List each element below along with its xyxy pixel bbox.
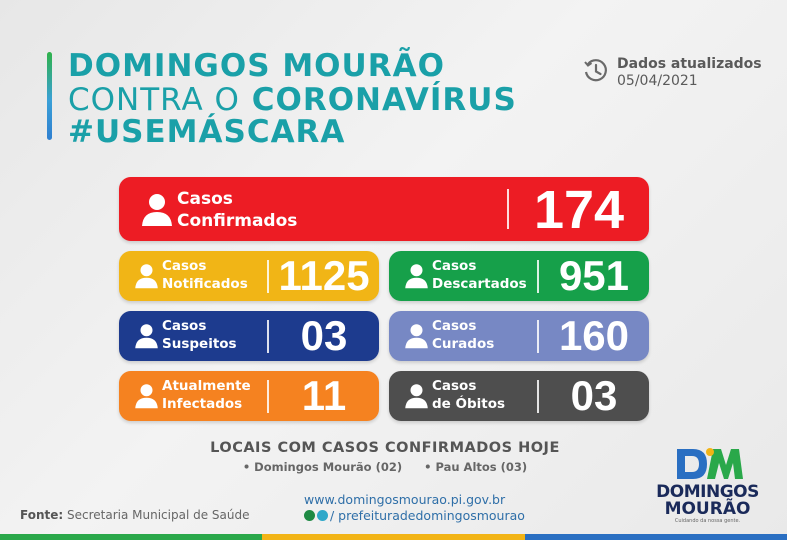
card-divider <box>267 320 269 353</box>
card-casos-notificados: Casos Notificados 1125 <box>119 251 379 301</box>
card-divider <box>537 260 539 293</box>
card-value: 11 <box>301 372 347 419</box>
header-accent-bar <box>47 52 52 140</box>
person-icon <box>405 384 428 409</box>
person-icon <box>405 324 428 349</box>
facebook-icon <box>304 510 315 521</box>
header-title-line2-thin: CONTRA O <box>68 82 240 118</box>
instagram-icon <box>317 510 328 521</box>
person-icon <box>135 384 158 409</box>
locais-item: • Domingos Mourão (02) <box>242 460 403 474</box>
card-divider <box>267 260 269 293</box>
social-handle[interactable]: / prefeituradedomingosmourao <box>304 508 525 523</box>
update-date: 05/04/2021 <box>617 73 698 89</box>
person-icon <box>142 194 172 226</box>
card-label: Casos Confirmados <box>177 189 298 232</box>
card-label: Casos Descartados <box>432 258 527 292</box>
update-label: Dados atualizados <box>617 56 762 72</box>
card-divider <box>267 380 269 413</box>
card-atualmente-infectados: Atualmente Infectados 11 <box>119 371 379 421</box>
locais-title: LOCAIS COM CASOS CONFIRMADOS HOJE <box>210 440 560 456</box>
person-icon <box>135 324 158 349</box>
website-link[interactable]: www.domingosmourao.pi.gov.br <box>304 492 506 507</box>
person-icon <box>135 264 158 289</box>
logo-text-line2: MOURÃO <box>664 499 751 519</box>
card-casos-curados: Casos Curados 160 <box>389 311 649 361</box>
card-value: 1125 <box>278 252 370 299</box>
source-note: Fonte: Secretaria Municipal de Saúde <box>20 508 250 522</box>
card-divider <box>507 189 509 229</box>
footer-color-stripe <box>0 534 787 540</box>
card-label: Casos Curados <box>432 318 495 352</box>
card-casos-obitos: Casos de Óbitos 03 <box>389 371 649 421</box>
locais-list: • Domingos Mourão (02) • Pau Altos (03) <box>0 460 770 474</box>
locais-item: • Pau Altos (03) <box>424 460 528 474</box>
card-label: Casos de Óbitos <box>432 378 506 412</box>
card-value: 174 <box>533 180 625 240</box>
card-divider <box>537 320 539 353</box>
card-casos-descartados: Casos Descartados 951 <box>389 251 649 301</box>
card-label: Casos Notificados <box>162 258 248 292</box>
card-casos-confirmados: Casos Confirmados 174 <box>119 177 649 241</box>
header-title-line1: DOMINGOS MOURÃO <box>68 48 445 84</box>
person-icon <box>405 264 428 289</box>
header-hashtag: #USEMÁSCARA <box>68 114 346 150</box>
card-label: Atualmente Infectados <box>162 378 251 412</box>
card-value: 03 <box>300 312 348 359</box>
card-value: 160 <box>558 312 630 359</box>
card-casos-suspeitos: Casos Suspeitos 03 <box>119 311 379 361</box>
card-divider <box>537 380 539 413</box>
logo-tagline: Cuidando da nossa gente. <box>674 518 741 524</box>
header-title-line2: CONTRA O CORONAVÍRUS <box>68 82 517 118</box>
dm-logo-icon <box>677 448 743 479</box>
card-value: 03 <box>570 372 618 419</box>
logo-text-line1: DOMINGOS <box>656 482 759 502</box>
header-title-line2-bold: CORONAVÍRUS <box>251 82 517 118</box>
prefeitura-logo: DOMINGOS MOURÃO Cuidando da nossa gente. <box>655 447 760 525</box>
card-value: 951 <box>558 252 630 299</box>
clock-icon <box>584 59 607 82</box>
card-label: Casos Suspeitos <box>162 318 237 352</box>
